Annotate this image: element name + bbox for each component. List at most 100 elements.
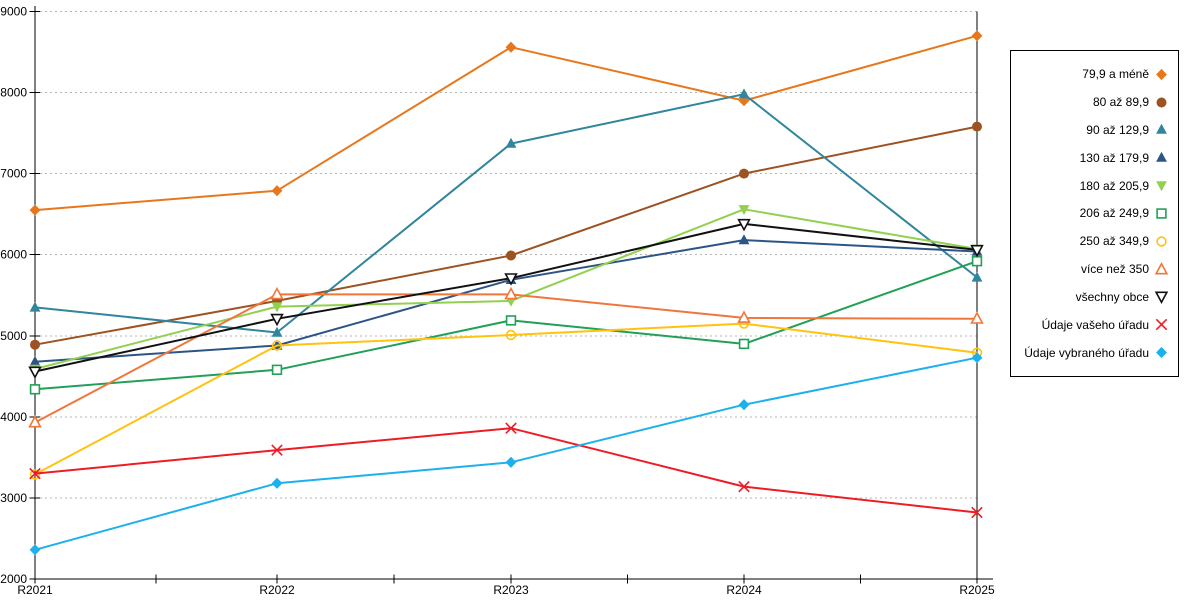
legend-marker bbox=[1154, 261, 1169, 275]
diamond-marker-icon bbox=[29, 544, 41, 556]
legend-marker bbox=[1156, 236, 1167, 247]
legend-label: 206 až 249,9 bbox=[1079, 206, 1149, 221]
legend-label: 180 až 205,9 bbox=[1079, 178, 1149, 193]
triangle-up-marker-icon bbox=[738, 234, 750, 245]
axes bbox=[29, 6, 993, 584]
x-tick-label: R2023 bbox=[493, 583, 529, 597]
triangle-down-marker-icon bbox=[504, 273, 518, 286]
triangle-up-marker-icon bbox=[1156, 124, 1167, 135]
legend-label: 250 až 349,9 bbox=[1079, 234, 1149, 249]
circle-marker-icon bbox=[271, 340, 283, 351]
x-marker-icon bbox=[29, 467, 41, 480]
series-2 bbox=[29, 88, 983, 337]
y-tick-label: 4000 bbox=[0, 410, 27, 424]
legend-item-1: 80 až 89,9 bbox=[1011, 95, 1178, 110]
diamond-marker-icon bbox=[271, 477, 283, 489]
legend-item-7: více než 350 bbox=[1011, 261, 1178, 277]
legend-item-4: 180 až 205,9 bbox=[1011, 178, 1178, 193]
y-tick-label: 5000 bbox=[0, 329, 27, 343]
legend-label: Údaje vybraného úřadu bbox=[1024, 345, 1149, 360]
triangle-down-marker-icon bbox=[28, 366, 42, 379]
x-tick-label: R2025 bbox=[959, 583, 995, 597]
legend-marker bbox=[1156, 97, 1167, 108]
triangle-up-marker-icon bbox=[271, 326, 283, 337]
diamond-marker-icon bbox=[505, 456, 517, 468]
legend-item-9: Údaje vašeho úřadu bbox=[1011, 317, 1178, 332]
triangle-up-marker-icon bbox=[738, 88, 750, 99]
circle-marker-icon bbox=[972, 121, 982, 132]
legend-label: všechny obce bbox=[1075, 289, 1149, 304]
x-tick-label: R2021 bbox=[17, 583, 53, 597]
series-line bbox=[34, 427, 978, 514]
y-tick-label: 2000 bbox=[0, 572, 27, 586]
legend-marker bbox=[1156, 208, 1167, 219]
legend-label: 79,9 a méně bbox=[1082, 67, 1149, 82]
triangle-down-marker-icon bbox=[271, 302, 283, 313]
circle-marker-icon bbox=[30, 339, 40, 350]
legend-marker bbox=[1156, 152, 1167, 163]
y-tick-label: 3000 bbox=[0, 491, 27, 505]
triangle-up-marker-icon bbox=[505, 137, 517, 148]
y-tick-label: 9000 bbox=[0, 5, 27, 19]
triangle-down-marker-icon bbox=[970, 244, 984, 258]
legend-marker bbox=[1156, 347, 1167, 359]
triangle-up-marker-icon bbox=[1156, 152, 1167, 163]
legend-marker bbox=[1156, 68, 1167, 80]
square-marker-icon bbox=[505, 315, 517, 326]
legend-marker bbox=[1156, 181, 1167, 192]
legend-item-10: Údaje vybraného úřadu bbox=[1011, 345, 1178, 360]
legend-label: více než 350 bbox=[1080, 262, 1149, 277]
legend-item-8: všechny obce bbox=[1011, 289, 1178, 305]
x-marker-icon bbox=[505, 422, 517, 434]
series-10 bbox=[29, 352, 983, 556]
x-marker-icon bbox=[738, 480, 750, 493]
series-8 bbox=[28, 218, 984, 379]
legend: 79,9 a méně 80 až 89,9 90 až 129,9 130 až 1… bbox=[1010, 50, 1179, 377]
square-marker-icon bbox=[271, 364, 283, 375]
diamond-marker-icon bbox=[738, 399, 750, 411]
diamond-marker-icon bbox=[505, 41, 517, 53]
series-line bbox=[34, 356, 978, 551]
diamond-marker-icon bbox=[1156, 347, 1167, 359]
diamond-marker-icon bbox=[1156, 68, 1167, 80]
triangle-down-marker-icon bbox=[270, 313, 284, 327]
diamond-marker-icon bbox=[29, 204, 41, 216]
x-marker-icon bbox=[971, 506, 983, 519]
circle-marker-icon bbox=[739, 168, 749, 179]
legend-label: 90 až 129,9 bbox=[1086, 122, 1149, 137]
triangle-up-marker-icon bbox=[28, 415, 42, 428]
square-marker-icon bbox=[971, 255, 983, 267]
triangle-down-marker-icon bbox=[737, 218, 751, 232]
x-tick-label: R2022 bbox=[259, 583, 295, 597]
series-line bbox=[34, 322, 978, 476]
diamond-marker-icon bbox=[271, 185, 283, 197]
triangle-down-marker-icon bbox=[738, 205, 750, 216]
y-tick-label: 6000 bbox=[0, 248, 27, 262]
series-6 bbox=[29, 318, 983, 480]
triangle-down-marker-icon bbox=[1156, 181, 1167, 192]
square-marker-icon bbox=[1156, 208, 1167, 219]
legend-label: 80 až 89,9 bbox=[1092, 95, 1149, 110]
series-5 bbox=[29, 255, 983, 395]
series-line bbox=[34, 293, 978, 424]
circle-marker-icon bbox=[506, 250, 516, 261]
diamond-marker-icon bbox=[971, 352, 983, 364]
series-line bbox=[34, 34, 978, 212]
y-tick-label: 7000 bbox=[0, 167, 27, 181]
legend-marker bbox=[1155, 319, 1168, 331]
legend-item-2: 90 až 129,9 bbox=[1011, 122, 1178, 137]
square-marker-icon bbox=[738, 338, 750, 350]
triangle-up-marker-icon bbox=[1154, 261, 1169, 275]
x-marker-icon bbox=[1155, 319, 1168, 331]
circle-marker-icon bbox=[29, 469, 41, 480]
triangle-up-marker-icon bbox=[737, 310, 751, 323]
triangle-up-marker-icon bbox=[29, 355, 41, 366]
legend-label: 130 až 179,9 bbox=[1079, 150, 1149, 165]
triangle-up-marker-icon bbox=[971, 271, 983, 282]
legend-label: Údaje vašeho úřadu bbox=[1041, 317, 1149, 332]
legend-marker bbox=[1156, 124, 1167, 135]
legend-item-3: 130 až 179,9 bbox=[1011, 150, 1178, 165]
triangle-up-marker-icon bbox=[29, 301, 41, 312]
